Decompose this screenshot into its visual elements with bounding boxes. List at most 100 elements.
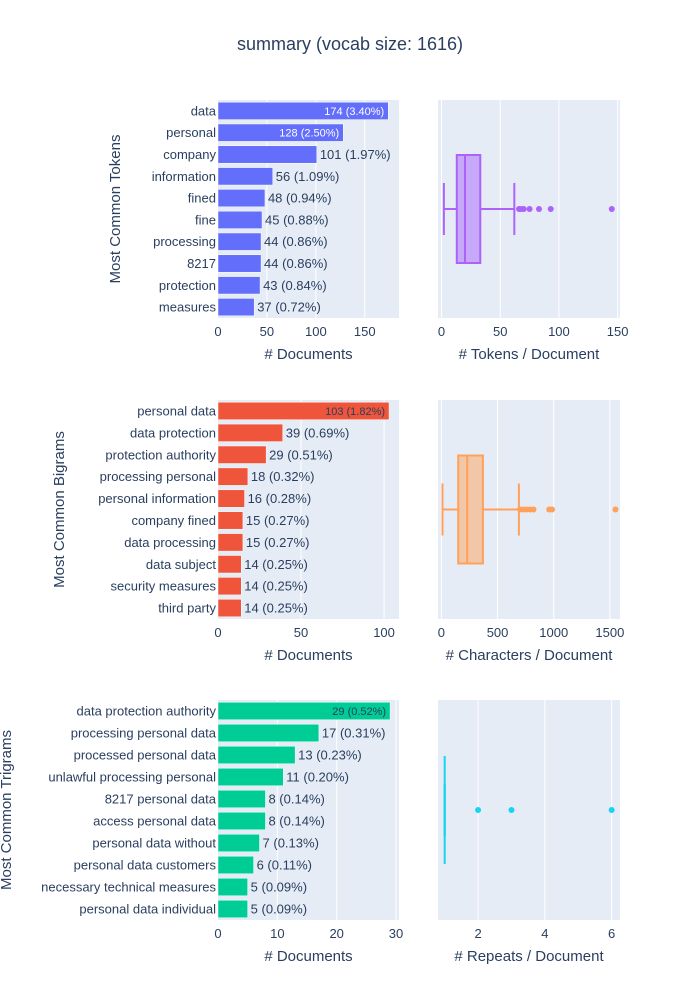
bar xyxy=(217,145,318,164)
data-label: 56 (1.09%) xyxy=(276,169,340,184)
x-axis-title: # Repeats / Document xyxy=(454,948,604,965)
data-label: 174 (3.40%) xyxy=(324,106,384,118)
x-axis-title: # Tokens / Document xyxy=(459,346,600,363)
bar xyxy=(217,745,296,765)
category-label: data protection xyxy=(130,425,216,440)
x-tick-label: 500 xyxy=(487,625,509,640)
plots-layer: data 174 (3.40%) personal 128 (2.50%) compan… xyxy=(0,100,629,965)
category-label: data xyxy=(191,103,217,118)
bar xyxy=(217,232,262,251)
x-tick-label: 150 xyxy=(354,324,376,339)
data-label: 37 (0.72%) xyxy=(257,300,321,315)
bar-chart-trigrams: data protection authority 29 (0.52%) proce… xyxy=(0,700,403,965)
outlier-point xyxy=(549,506,556,513)
category-label: personal data individual xyxy=(79,902,216,917)
bar xyxy=(217,577,242,596)
data-label: 16 (0.28%) xyxy=(248,491,312,506)
data-label: 48 (0.94%) xyxy=(268,191,332,206)
x-tick-label: 4 xyxy=(541,926,548,941)
x-tick-label: 0 xyxy=(214,625,221,640)
outlier-point xyxy=(612,506,619,513)
category-label: personal data customers xyxy=(74,858,217,873)
x-axis-title: # Documents xyxy=(264,948,352,965)
y-axis-title: Most Common Bigrams xyxy=(51,431,68,588)
data-label: 14 (0.25%) xyxy=(244,579,308,594)
category-label: personal information xyxy=(98,491,216,506)
x-tick-label: 50 xyxy=(260,324,274,339)
x-tick-label: 1000 xyxy=(539,625,568,640)
x-tick-label: 100 xyxy=(305,324,327,339)
x-tick-label: 150 xyxy=(607,324,629,339)
outlier-point xyxy=(526,206,533,212)
iqr-box xyxy=(455,154,482,264)
bar-chart-tokens: data 174 (3.40%) personal 128 (2.50%) compan… xyxy=(107,100,399,363)
data-label: 5 (0.09%) xyxy=(251,902,307,917)
category-label: third party xyxy=(158,601,216,616)
data-label: 39 (0.69%) xyxy=(286,425,350,440)
category-label: fine xyxy=(195,212,216,227)
box-plot-box_repeats: 2 4 6 # Repeats / Document xyxy=(438,700,620,965)
category-label: processing personal data xyxy=(71,726,217,741)
x-tick-label: 10 xyxy=(270,926,284,941)
x-tick-label: 6 xyxy=(608,926,615,941)
iqr-box xyxy=(457,454,484,565)
category-label: measures xyxy=(159,300,217,315)
x-tick-label: 0 xyxy=(438,324,445,339)
data-label: 43 (0.84%) xyxy=(263,278,327,293)
data-label: 7 (0.13%) xyxy=(263,836,319,851)
bar xyxy=(217,599,242,618)
category-label: protection authority xyxy=(105,447,216,462)
data-label: 13 (0.23%) xyxy=(298,748,362,763)
bar xyxy=(217,811,266,831)
box-plot-box_chars: 0 500 1000 1500 # Characters / Document xyxy=(438,400,624,664)
x-tick-label: 50 xyxy=(294,625,308,640)
data-label: 18 (0.32%) xyxy=(251,469,315,484)
x-tick-label: 0 xyxy=(214,926,221,941)
bar xyxy=(217,511,244,530)
bar xyxy=(217,555,242,574)
category-label: unlawful processing personal xyxy=(48,770,216,785)
data-label: 14 (0.25%) xyxy=(244,557,308,572)
outlier-point xyxy=(547,206,554,212)
category-label: processed personal data xyxy=(74,748,217,763)
y-axis-title: Most Common Trigrams xyxy=(0,730,15,890)
bar xyxy=(217,533,244,552)
bar-chart-bigrams: personal data 103 (1.82%) data protection 3… xyxy=(51,400,399,664)
data-label: 5 (0.09%) xyxy=(251,880,307,895)
data-label: 15 (0.27%) xyxy=(246,535,310,550)
bar xyxy=(217,254,262,273)
data-label: 45 (0.88%) xyxy=(265,212,329,227)
bar xyxy=(217,210,263,229)
data-label: 29 (0.52%) xyxy=(332,706,386,718)
category-label: personal data without xyxy=(92,836,216,851)
y-axis-title: Most Common Tokens xyxy=(107,135,124,284)
category-label: data subject xyxy=(146,557,216,572)
bar xyxy=(217,276,261,295)
category-label: data protection authority xyxy=(77,704,217,719)
outlier-point xyxy=(508,807,515,813)
category-label: protection xyxy=(159,278,216,293)
x-tick-label: 100 xyxy=(373,625,395,640)
bar xyxy=(217,445,267,464)
plot-background xyxy=(438,700,620,920)
data-label: 44 (0.86%) xyxy=(264,256,328,271)
bar xyxy=(217,789,266,809)
category-label: processing xyxy=(153,234,216,249)
bar xyxy=(217,167,274,186)
bar xyxy=(217,833,260,853)
data-label: 15 (0.27%) xyxy=(246,513,310,528)
bar xyxy=(217,899,248,919)
bar xyxy=(217,723,320,743)
data-label: 29 (0.51%) xyxy=(269,447,333,462)
x-tick-label: 2 xyxy=(474,926,481,941)
outlier-point xyxy=(530,506,537,513)
outlier-point xyxy=(608,807,615,813)
data-label: 17 (0.31%) xyxy=(322,726,386,741)
bar xyxy=(217,467,249,486)
category-label: personal xyxy=(166,125,216,140)
category-label: 8217 xyxy=(187,256,216,271)
data-label: 14 (0.25%) xyxy=(244,601,308,616)
category-label: company fined xyxy=(131,513,216,528)
x-tick-label: 50 xyxy=(493,324,507,339)
x-axis-title: # Documents xyxy=(264,647,352,664)
